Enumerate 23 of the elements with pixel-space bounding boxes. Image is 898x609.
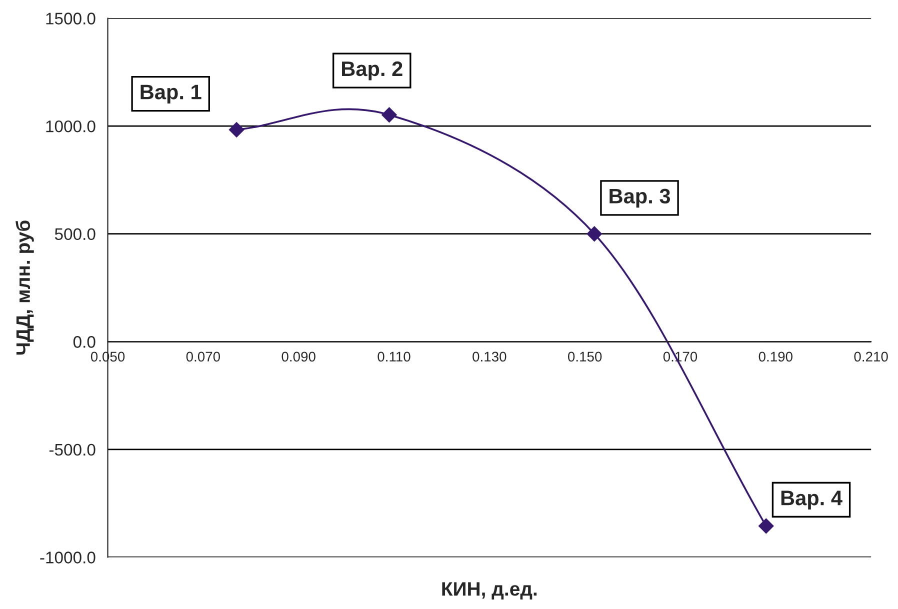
annotation: Вар. 3: [610, 188, 670, 208]
y-tick-label: -1000.0: [40, 552, 96, 564]
x-tick-label: 0.070: [186, 352, 220, 362]
point: [758, 518, 774, 534]
point: [228, 122, 244, 138]
y-tick-label: 0.0: [73, 336, 96, 348]
y-tick-label: 500.0: [54, 228, 96, 240]
x-tick-label: 0.090: [282, 352, 316, 362]
point: [586, 226, 602, 242]
x-tick-label: 0.130: [472, 352, 506, 362]
annotation: Вар. 4: [781, 490, 842, 510]
annotation: Вар. 1: [140, 84, 202, 104]
y-tick-label: -500.0: [49, 444, 96, 456]
x-tick-label: 0.190: [758, 352, 792, 362]
x-axis-title: КИН, д.ед.: [442, 582, 537, 600]
y-axis-title: ЧДД, млн. руб: [16, 220, 34, 355]
x-tick-label: 0.210: [854, 352, 888, 362]
point: [382, 107, 397, 122]
y-tick-label: 1000.0: [46, 120, 96, 132]
x-tick-label: 0.110: [378, 352, 410, 362]
y-tick-label: 1500.0: [46, 12, 96, 24]
x-tick-label: 0.150: [568, 352, 602, 362]
annotation: Вар. 2: [342, 61, 402, 80]
